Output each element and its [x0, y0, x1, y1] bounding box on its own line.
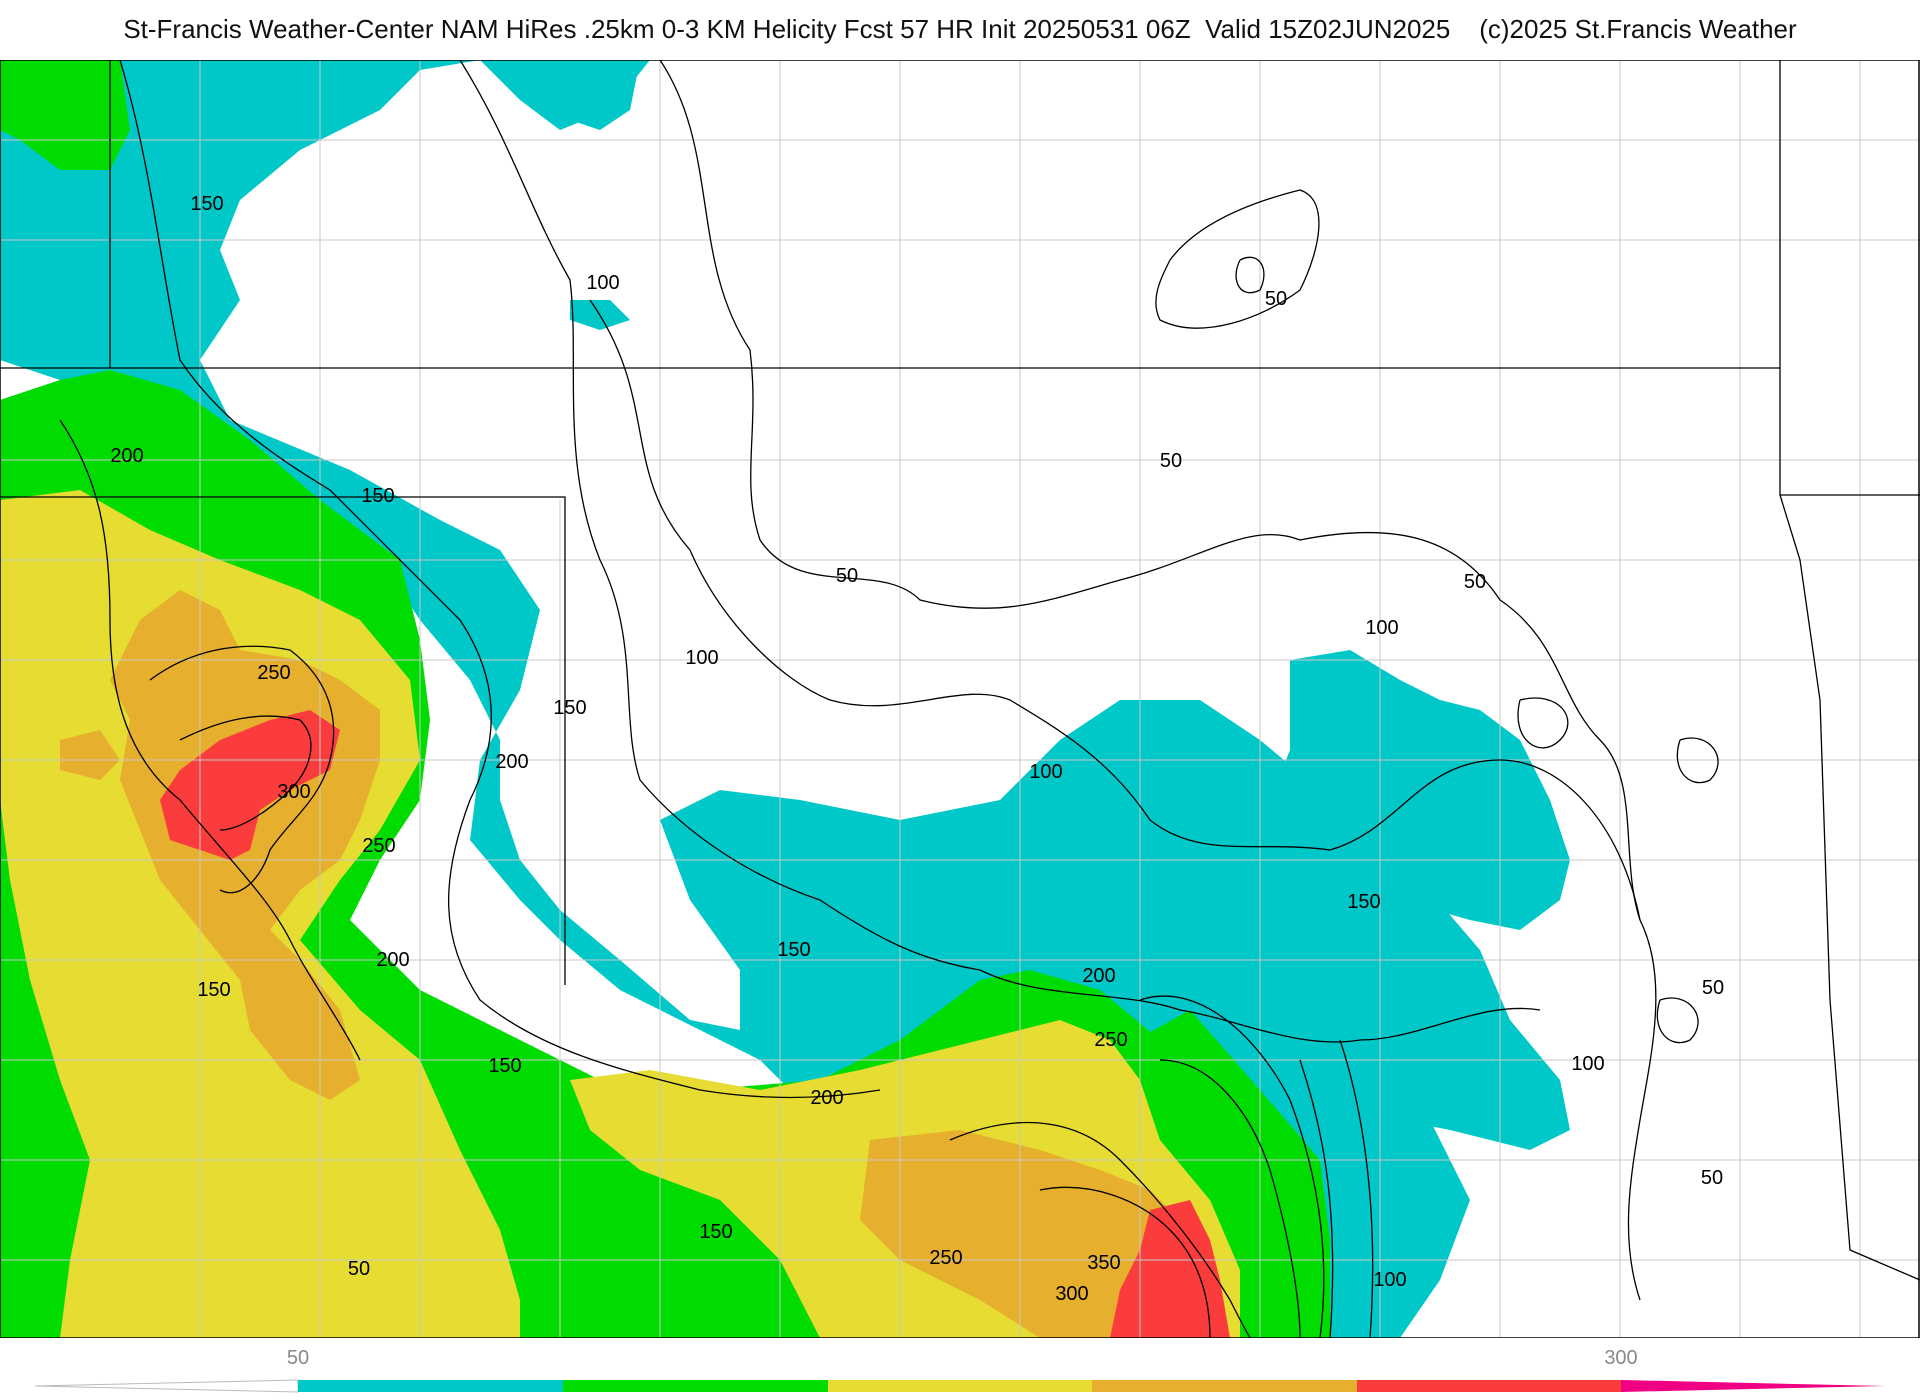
contour-label: 250 — [1094, 1029, 1127, 1051]
contour-label: 100 — [1571, 1053, 1604, 1075]
contour-label: 300 — [1055, 1283, 1088, 1305]
map-frame — [0, 60, 1920, 1338]
contour-label: 100 — [586, 272, 619, 294]
contour-label: 200 — [110, 445, 143, 467]
helicity-contours — [59, 60, 1719, 1338]
contour-label: 150 — [777, 939, 810, 961]
contour-label: 150 — [361, 485, 394, 507]
contour-label: 250 — [929, 1247, 962, 1269]
legend-swatch-200-250 — [1092, 1380, 1357, 1392]
legend-tick-label: 50 — [287, 1347, 309, 1369]
contour-label: 100 — [685, 647, 718, 669]
county-lines — [0, 60, 1920, 1338]
contour-label: 350 — [1087, 1252, 1120, 1274]
contour-label: 200 — [810, 1087, 843, 1109]
contour-label: 250 — [362, 835, 395, 857]
contour-label: 50 — [1702, 977, 1724, 999]
legend-high-arrow — [1621, 1380, 1885, 1392]
legend-swatch-150-200 — [828, 1380, 1092, 1392]
contour-label: 50 — [1701, 1167, 1723, 1189]
legend-low-arrow — [34, 1379, 299, 1393]
legend-swatch-100-150 — [563, 1380, 828, 1392]
map-title: St-Francis Weather-Center NAM HiRes .25k… — [123, 14, 1797, 44]
legend-swatch-50-100 — [298, 1380, 563, 1392]
state-borders — [0, 60, 1920, 1281]
contour-label: 150 — [190, 193, 223, 215]
helicity-map: 150 100 50 200 150 50 50 100 100 50 250 … — [0, 60, 1920, 1338]
contour-labels: 150 100 50 200 150 50 50 100 100 50 250 … — [110, 193, 1724, 1305]
contour-label: 100 — [1029, 761, 1062, 783]
contour-label: 200 — [376, 949, 409, 971]
contour-label: 200 — [495, 751, 528, 773]
contour-label: 150 — [553, 697, 586, 719]
contour-label: 150 — [1347, 891, 1380, 913]
contour-label: 250 — [257, 662, 290, 684]
contour-label: 50 — [1265, 288, 1287, 310]
contour-label: 150 — [197, 979, 230, 1001]
contour-label: 100 — [1365, 617, 1398, 639]
color-legend: 50 300 — [34, 1347, 1885, 1393]
contour-label: 150 — [488, 1055, 521, 1077]
legend-tick-label: 300 — [1604, 1347, 1637, 1369]
contour-label: 50 — [1464, 571, 1486, 593]
legend-swatch-250-300 — [1357, 1380, 1621, 1392]
contour-label: 50 — [836, 565, 858, 587]
contour-label: 150 — [699, 1221, 732, 1243]
contour-label: 50 — [1160, 450, 1182, 472]
contour-label: 300 — [277, 781, 310, 803]
contour-label: 200 — [1082, 965, 1115, 987]
contour-label: 50 — [348, 1258, 370, 1280]
contour-label: 100 — [1373, 1269, 1406, 1291]
